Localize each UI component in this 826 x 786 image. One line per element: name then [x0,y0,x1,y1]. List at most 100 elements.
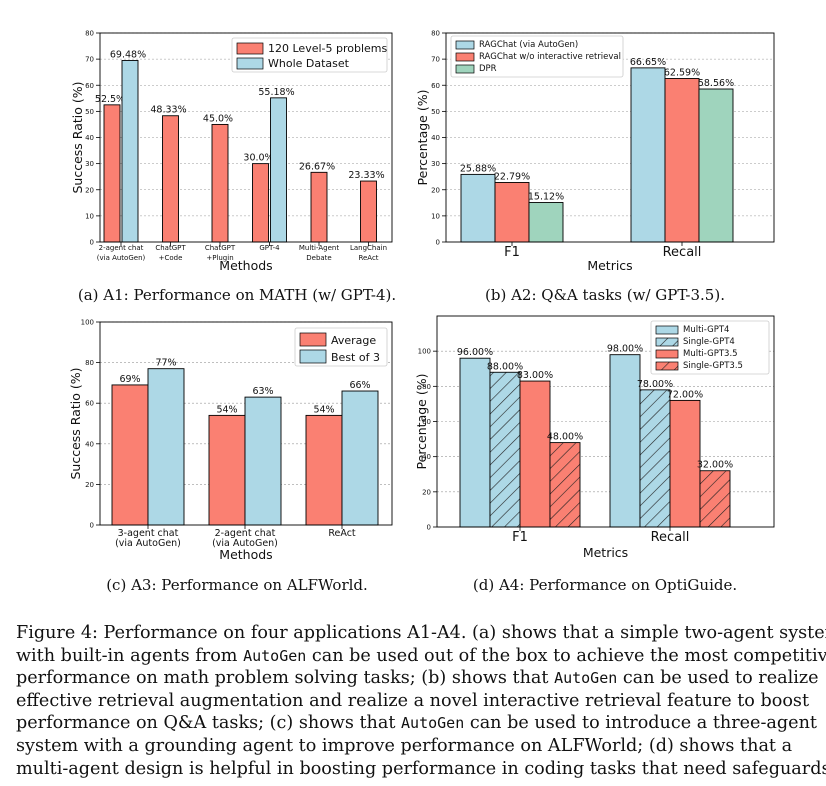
bar [244,396,282,526]
legend-swatch [655,337,679,347]
x-tick-label: GPT-4 [259,244,280,252]
x-tick-label: +Code [159,254,183,262]
chart-subtitle: (a) A1: Performance on MATH (w/ GPT-4). [78,286,396,304]
legend-label: Average [331,334,376,347]
legend-swatch [655,325,679,335]
x-tick-label: ChatGPT [205,244,236,252]
legend-label: Whole Dataset [268,57,350,70]
x-axis-label: Methods [219,258,272,273]
y-tick-label: 50 [85,108,94,116]
data-label: 52.5% [95,94,125,105]
data-label: 48.00% [547,432,583,443]
y-tick-label: 60 [422,418,431,426]
y-tick-label: 40 [85,440,94,448]
x-tick-label: (via AutoGen) [212,538,278,549]
y-tick-label: 40 [422,453,431,461]
y-tick-label: 0 [436,239,440,247]
legend-swatch [236,42,264,55]
bar [103,104,121,243]
legend-box [650,320,770,375]
y-tick-label: 40 [85,134,94,142]
bar [270,97,287,243]
chart-d: 0 20 40 60 80 100 96.00% 88.00%83.00% 48.00% F1 98… [414,315,775,594]
x-tick-label: (via AutoGen) [97,254,146,262]
plot-frame [99,32,393,243]
x-tick-label: F1 [512,530,528,545]
bar [489,371,521,528]
data-label: 26.67% [299,161,335,172]
x-tick-label: 2-agent chat [215,528,276,539]
bar [208,414,246,526]
x-tick-label: 3-agent chat [118,528,179,539]
y-tick-label: 80 [85,359,94,367]
data-label: 25.88% [460,163,496,174]
bar [147,368,185,526]
data-label: 77% [155,358,176,369]
bar [664,78,700,243]
caption-line: effective retrieval augmentation and rea… [16,690,810,711]
legend-label: Single-GPT4 [683,337,735,347]
plot-frame [445,32,775,243]
data-label: 54% [216,404,237,415]
bar [111,384,149,526]
y-tick-label: 0 [90,239,94,247]
chart-b: 0 10 20 30 40 50 60 70 80 25.88%22.79% 15.12% F1 66.… [415,30,775,304]
data-label: 62.59% [664,67,700,78]
data-label: 78.00% [637,379,673,390]
y-tick-label: 50 [431,108,440,116]
data-label: 32.00% [697,460,733,471]
legend-swatch [455,52,475,62]
bar [162,115,179,243]
data-label: 69% [119,374,140,385]
x-axis-label: Metrics [583,545,628,560]
bar [360,180,377,243]
caption-line: multi-agent design is helpful in boostin… [16,758,826,779]
bar [305,414,343,526]
x-tick-label: +Plugin [206,254,233,262]
y-tick-label: 80 [431,30,440,38]
data-label: 23.33% [348,170,384,181]
bar [121,60,139,243]
data-label: 63% [252,386,273,397]
legend-label: RAGChat (via AutoGen) [479,40,578,50]
data-label: 48.33% [150,105,186,116]
x-tick-label: ReAct [328,528,356,539]
bar [639,389,671,528]
legend-label: RAGChat w/o interactive retrieval [479,52,621,62]
y-tick-label: 20 [431,186,440,194]
bar [310,171,328,243]
y-axis-label: Percentage (%) [415,90,430,186]
legend-swatch [655,361,679,371]
legend-label: DPR [479,64,497,74]
data-label: 98.00% [607,344,643,355]
y-tick-label: 40 [431,134,440,142]
x-tick-label: ReAct [358,254,378,262]
data-label: 72.00% [667,389,703,400]
x-tick-label: 2-agent chat [99,244,144,252]
legend-box [231,37,388,73]
x-tick-label: LangChain [350,244,387,252]
y-tick-label: 30 [85,160,94,168]
y-tick-label: 10 [85,212,94,220]
legend-swatch [455,40,475,50]
legend-label: Multi-GPT4 [683,325,729,335]
y-tick-label: 30 [431,160,440,168]
bar [699,470,731,528]
caption-line: Figure 4: Performance on four applicatio… [16,623,826,643]
y-tick-label: 70 [431,56,440,64]
data-label: 66% [349,380,370,391]
bar [698,88,734,243]
chart-subtitle: (d) A4: Performance on OptiGuide. [473,576,737,594]
bar [459,357,491,528]
legend-swatch [299,349,327,364]
data-label: 54% [313,404,334,415]
x-tick-label: F1 [504,245,520,260]
caption-line: performance on Q&A tasks; (c) shows that… [16,713,817,734]
plot-frame [436,315,775,528]
chart-subtitle: (b) A2: Q&A tasks (w/ GPT-3.5). [485,286,725,304]
legend-swatch [236,57,264,70]
figure-4: 0 10 20 30 40 50 60 70 80 52.5% 69.48% 2-agent chat… [68,30,775,594]
bar [528,202,564,243]
data-label: 88.00% [487,361,523,372]
y-tick-label: 70 [85,56,94,64]
